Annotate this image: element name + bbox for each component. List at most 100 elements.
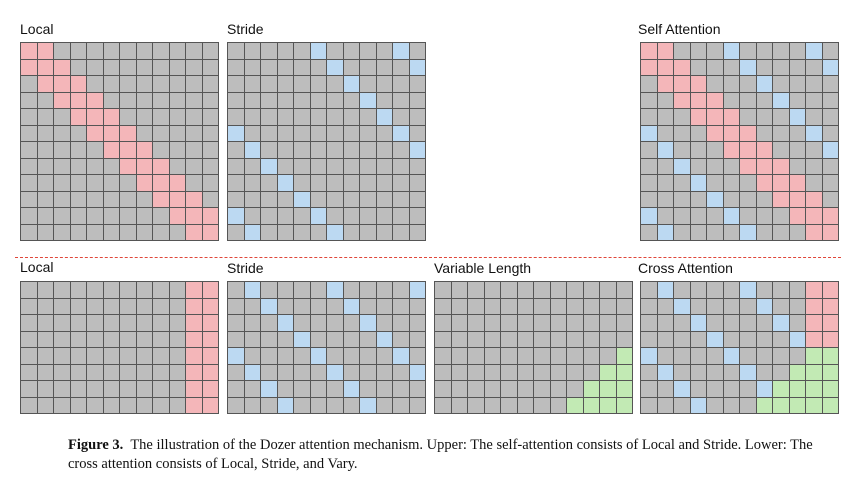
grid-cell: [294, 175, 310, 191]
grid-cell: [707, 59, 723, 75]
attention-cell-red: [120, 125, 136, 141]
grid-cell: [310, 224, 326, 240]
attention-cell-red: [740, 158, 756, 174]
grid-cell: [277, 208, 293, 224]
grid-cell: [657, 109, 673, 125]
grid-cell: [37, 125, 53, 141]
grid-cell: [103, 208, 119, 224]
grid-cell: [484, 282, 500, 298]
grid-cell: [641, 142, 657, 158]
grid-cell: [360, 282, 376, 298]
attention-cell-blue: [674, 298, 690, 314]
attention-cell-red: [674, 76, 690, 92]
attention-cell-green: [756, 397, 772, 413]
grid-cell: [806, 59, 822, 75]
grid-cell: [294, 298, 310, 314]
grid-cell: [468, 348, 484, 364]
grid-cell: [244, 208, 260, 224]
grid-cell: [327, 381, 343, 397]
grid-cell: [54, 282, 70, 298]
grid-cell: [343, 92, 359, 108]
grid-cell: [376, 208, 392, 224]
attention-cell-blue: [789, 331, 805, 347]
grid-cell: [103, 331, 119, 347]
grid-cell: [228, 43, 244, 59]
grid-cell: [550, 282, 566, 298]
grid-cell: [806, 109, 822, 125]
grid-cell: [277, 125, 293, 141]
attention-cell-red: [186, 331, 202, 347]
grid-cell: [310, 158, 326, 174]
grid-cell: [136, 397, 152, 413]
grid-cell: [277, 76, 293, 92]
grid-cell: [228, 331, 244, 347]
grid-cell: [228, 76, 244, 92]
grid-cell: [261, 208, 277, 224]
grid-cell: [228, 298, 244, 314]
grid-cell: [21, 158, 37, 174]
upper-stride-label: Stride: [227, 21, 264, 37]
grid-cell: [54, 298, 70, 314]
grid-cell: [120, 191, 136, 207]
lower-variable-length-label: Variable Length: [434, 260, 532, 276]
attention-cell-blue: [409, 282, 425, 298]
grid-cell: [103, 59, 119, 75]
grid-cell: [153, 76, 169, 92]
grid-cell: [393, 224, 409, 240]
grid-cell: [393, 381, 409, 397]
grid-cell: [37, 348, 53, 364]
grid-cell: [228, 158, 244, 174]
grid-cell: [327, 175, 343, 191]
attention-cell-red: [657, 43, 673, 59]
grid-cell: [674, 142, 690, 158]
grid-cell: [756, 315, 772, 331]
grid-cell: [567, 331, 583, 347]
grid-cell: [501, 348, 517, 364]
grid-cell: [277, 142, 293, 158]
attention-cell-blue: [756, 76, 772, 92]
grid-cell: [244, 158, 260, 174]
grid-cell: [103, 315, 119, 331]
grid-cell: [484, 364, 500, 380]
grid-cell: [376, 175, 392, 191]
grid-cell: [153, 224, 169, 240]
attention-cell-green: [806, 348, 822, 364]
attention-cell-red: [153, 175, 169, 191]
attention-cell-red: [54, 59, 70, 75]
grid-cell: [261, 109, 277, 125]
attention-cell-red: [169, 208, 185, 224]
grid-cell: [756, 224, 772, 240]
attention-cell-blue: [310, 348, 326, 364]
attention-cell-blue: [228, 348, 244, 364]
grid-cell: [773, 348, 789, 364]
grid-cell: [310, 109, 326, 125]
grid-cell: [70, 59, 86, 75]
grid-cell: [103, 348, 119, 364]
grid-cell: [70, 43, 86, 59]
grid-cell: [451, 381, 467, 397]
grid-cell: [435, 364, 451, 380]
grid-cell: [468, 364, 484, 380]
grid-cell: [21, 364, 37, 380]
grid-cell: [186, 43, 202, 59]
grid-cell: [186, 92, 202, 108]
attention-cell-green: [567, 397, 583, 413]
grid-cell: [261, 191, 277, 207]
attention-cell-red: [723, 109, 739, 125]
grid-cell: [87, 158, 103, 174]
grid-cell: [583, 331, 599, 347]
grid-cell: [600, 282, 616, 298]
attention-cell-red: [202, 397, 218, 413]
attention-cell-red: [87, 92, 103, 108]
grid-cell: [21, 282, 37, 298]
grid-cell: [37, 175, 53, 191]
grid-cell: [435, 348, 451, 364]
grid-cell: [120, 59, 136, 75]
grid-cell: [294, 282, 310, 298]
grid-cell: [202, 76, 218, 92]
grid-cell: [376, 43, 392, 59]
grid-cell: [54, 208, 70, 224]
attention-cell-green: [583, 397, 599, 413]
grid-cell: [120, 298, 136, 314]
grid-cell: [228, 175, 244, 191]
